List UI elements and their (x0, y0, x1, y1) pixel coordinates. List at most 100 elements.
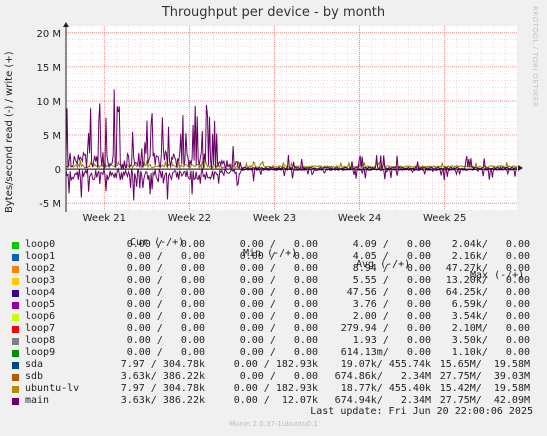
legend-swatch (12, 374, 19, 381)
legend-row: loop9 0.00 / 0.00 0.00 / 0.00 614.13m/ 0.00… (12, 347, 537, 359)
legend-cur: 7.97 / 304.78k (120, 359, 205, 370)
legend-cur: 0.00 / 0.00 (126, 299, 205, 310)
legend-max: 3.50k/ 0.00 (451, 335, 530, 346)
legend-swatch (12, 254, 19, 261)
header-avg: Avg (-/+) (356, 259, 411, 270)
legend-min: 0.00 / 0.00 (239, 299, 318, 310)
x-tick-label: Week 25 (423, 213, 466, 224)
legend-min: 0.00 / 0.00 (239, 323, 318, 334)
legend-name: loop4 (25, 287, 56, 298)
grid (66, 26, 517, 210)
legend-header: Cur (-/+) Min (-/+) Avg (-/+) Max (-/+) (12, 226, 537, 281)
legend-min: 0.00 / 182.93k (233, 359, 318, 370)
legend-name: loop5 (25, 299, 56, 310)
legend-name: loop0 (25, 239, 56, 250)
legend-row: loop8 0.00 / 0.00 0.00 / 0.00 1.93 / 0.00 3.… (12, 335, 537, 347)
rrdtool-credit: RRDTOOL / TOBI OETIKER (531, 6, 539, 108)
legend-swatch (12, 314, 19, 321)
legend-swatch (12, 326, 19, 333)
legend-name: loop1 (25, 251, 56, 262)
legend-max: 64.25k/ 0.00 (445, 287, 530, 298)
legend-min: 0.00 / 12.07k (233, 395, 318, 406)
legend-max: 15.65M/ 19.58M (439, 359, 530, 370)
legend-name: sda (25, 359, 44, 370)
legend-avg: 5.55 / 0.00 (352, 275, 431, 286)
legend-cur: 0.00 / 0.00 (126, 263, 205, 274)
legend-cur: 0.00 / 0.00 (126, 323, 205, 334)
legend-max: 2.04k/ 0.00 (451, 239, 530, 250)
x-tick-labels: Week 21 Week 22 Week 23 Week 24 Week 25 (83, 213, 467, 224)
legend-row: loop0 0.00 / 0.00 0.00 / 0.00 4.09 / 0.00 2.… (12, 239, 537, 251)
legend-row: loop6 0.00 / 0.00 0.00 / 0.00 2.00 / 0.00 3.… (12, 311, 537, 323)
legend-min: 0.00 / 182.93k (233, 383, 318, 394)
legend-row: loop3 0.00 / 0.00 0.00 / 0.00 5.55 / 0.00 13… (12, 275, 537, 287)
legend-name: sdb (25, 371, 44, 382)
legend-min: 0.00 / 0.00 (239, 347, 318, 358)
legend-swatch (12, 338, 19, 345)
legend-avg: 2.00 / 0.00 (352, 311, 431, 322)
series-main-write-line (65, 89, 518, 171)
legend-avg: 3.76 / 0.00 (352, 299, 431, 310)
legend-swatch (12, 266, 19, 273)
legend-max: 47.27k/ 0.00 (445, 263, 530, 274)
legend-row: main 3.63k/ 386.22k 0.00 / 12.07k 674.94k/ … (12, 395, 537, 407)
legend-row: sdb 3.63k/ 386.22k 0.00 / 0.00 674.86k/ 2.3… (12, 371, 537, 383)
legend-avg: 8.94 / 0.00 (352, 263, 431, 274)
series-sdb-line (65, 158, 518, 170)
legend-min: 0.00 / 0.00 (239, 335, 318, 346)
legend-cur: 0.00 / 0.00 (126, 239, 205, 250)
series-lines (65, 89, 518, 201)
legend-swatch (12, 302, 19, 309)
legend-min: 0.00 / 0.00 (239, 239, 318, 250)
legend-avg: 279.94 / 0.00 (340, 323, 431, 334)
legend-row: loop1 0.00 / 0.00 0.00 / 0.00 4.05 / 0.00 2.… (12, 251, 537, 263)
header-min: Min (-/+) (243, 248, 298, 259)
legend-min: 0.00 / 0.00 (239, 371, 318, 382)
y-tick-label: -5 M (39, 199, 61, 210)
legend-avg: 4.09 / 0.00 (352, 239, 431, 250)
legend-swatch (12, 386, 19, 393)
legend-max: 27.75M/ 42.09M (439, 395, 530, 406)
y-tick-label: 15 M (36, 63, 61, 74)
y-axis-arrow (63, 22, 69, 27)
legend-min: 0.00 / 0.00 (239, 311, 318, 322)
legend-cur: 0.00 / 0.00 (126, 311, 205, 322)
legend-max: 13.20k/ 0.00 (445, 275, 530, 286)
legend-max: 1.10k/ 0.00 (451, 347, 530, 358)
legend-name: loop7 (25, 323, 56, 334)
legend-row: loop2 0.00 / 0.00 0.00 / 0.00 8.94 / 0.00 47… (12, 263, 537, 275)
legend-avg: 674.86k/ 2.34M (334, 371, 431, 382)
x-tick-label: Week 24 (338, 213, 381, 224)
legend-swatch (12, 278, 19, 285)
legend-avg: 47.56 / 0.00 (346, 287, 431, 298)
legend-avg: 18.77k/ 455.40k (340, 383, 431, 394)
legend-max: 6.59k/ 0.00 (451, 299, 530, 310)
legend-swatch (12, 290, 19, 297)
legend-row: ubuntu-lv 7.97 / 304.78k 0.00 / 182.93k 18.… (12, 383, 537, 395)
legend-cur: 3.63k/ 386.22k (120, 371, 205, 382)
y-tick-label: 20 M (36, 29, 61, 40)
legend-cur: 7.97 / 304.78k (120, 383, 205, 394)
plot-background (66, 26, 517, 210)
y-tick-labels: 20 M 15 M 10 M 5 M 0 -5 M (36, 29, 61, 210)
legend-max: 3.54k/ 0.00 (451, 311, 530, 322)
legend-cur: 0.00 / 0.00 (126, 251, 205, 262)
legend-row: sda 7.97 / 304.78k 0.00 / 182.93k 19.07k/ 4… (12, 359, 537, 371)
legend-row: loop7 0.00 / 0.00 0.00 / 0.00 279.94 / 0.00… (12, 323, 537, 335)
chart-title: Throughput per device - by month (161, 5, 386, 20)
legend-avg: 4.05 / 0.00 (352, 251, 431, 262)
legend-name: loop6 (25, 311, 56, 322)
y-tick-label: 10 M (36, 97, 61, 108)
legend-max: 15.42M/ 19.58M (439, 383, 530, 394)
legend-min: 0.00 / 0.00 (239, 263, 318, 274)
legend-name: ubuntu-lv (25, 383, 80, 394)
legend-swatch (12, 350, 19, 357)
last-update: Last update: Fri Jun 20 22:00:06 2025 (310, 406, 533, 417)
legend-avg: 674.94k/ 2.34M (334, 395, 431, 406)
legend-avg: 614.13m/ 0.00 (340, 347, 431, 358)
legend-avg: 19.07k/ 455.74k (340, 359, 431, 370)
plot-area: 20 M15 M10 M5 M0-5 M Week 21 Week 22 Week … (36, 22, 523, 224)
x-tick-label: Week 21 (83, 213, 126, 224)
footer-version: Munin 2.0.37-1ubuntu0.1 (229, 420, 318, 428)
